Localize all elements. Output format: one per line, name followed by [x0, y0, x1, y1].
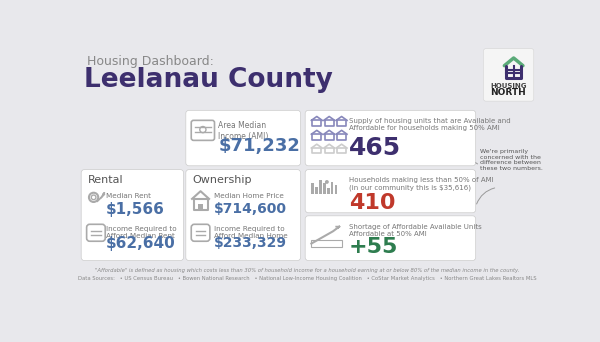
Text: +55: +55 — [349, 237, 398, 258]
FancyBboxPatch shape — [81, 170, 184, 261]
Bar — [323, 184, 326, 194]
Text: Shortage of Affordable Available Units
Affordable at 50% AMI: Shortage of Affordable Available Units A… — [349, 224, 481, 237]
FancyBboxPatch shape — [305, 110, 476, 166]
Bar — [319, 181, 322, 194]
Text: NORTH: NORTH — [490, 88, 526, 97]
Bar — [331, 182, 334, 194]
Text: We're primarily
concerned with the
difference between
these two numbers.: We're primarily concerned with the diffe… — [476, 149, 543, 171]
Text: Leelanau County: Leelanau County — [84, 67, 333, 93]
Text: Ownership: Ownership — [192, 175, 251, 185]
Bar — [327, 188, 329, 194]
Text: $1,566: $1,566 — [106, 202, 165, 217]
Bar — [311, 184, 314, 194]
Circle shape — [325, 180, 329, 184]
Text: 410: 410 — [349, 193, 395, 213]
Bar — [315, 187, 318, 194]
Text: Area Median
Income (AMI): Area Median Income (AMI) — [218, 121, 269, 141]
Text: 465: 465 — [349, 136, 401, 160]
Text: Income Required to
Afford Median Home: Income Required to Afford Median Home — [214, 226, 287, 239]
Text: Income Required to
Afford Median Rent: Income Required to Afford Median Rent — [106, 226, 176, 239]
Text: Median Rent: Median Rent — [106, 193, 151, 199]
Text: Households making less than 50% of AMI
(in our community this is $35,616): Households making less than 50% of AMI (… — [349, 177, 493, 191]
FancyBboxPatch shape — [305, 170, 476, 213]
FancyBboxPatch shape — [305, 216, 476, 261]
Text: Housing Dashboard:: Housing Dashboard: — [88, 55, 214, 68]
FancyBboxPatch shape — [186, 110, 301, 166]
Text: HOUSING: HOUSING — [490, 83, 526, 89]
FancyBboxPatch shape — [484, 49, 534, 101]
Bar — [311, 240, 343, 247]
Text: $714,600: $714,600 — [214, 202, 287, 216]
Text: $233,329: $233,329 — [214, 236, 287, 250]
Text: Median Home Price: Median Home Price — [214, 193, 284, 199]
Text: Supply of housing units that are Available and
Affordable for households making : Supply of housing units that are Availab… — [349, 118, 510, 131]
Text: Rental: Rental — [88, 175, 123, 185]
FancyBboxPatch shape — [186, 170, 301, 261]
Text: $71,232: $71,232 — [218, 136, 300, 155]
Bar — [198, 203, 203, 210]
Bar — [335, 185, 337, 194]
Text: Data Sources:   • US Census Bureau   • Bowen National Research   • National Low-: Data Sources: • US Census Bureau • Bowen… — [78, 276, 537, 281]
Text: "Affordable" is defined as housing which costs less than 30% of household income: "Affordable" is defined as housing which… — [95, 268, 520, 273]
Text: $62,640: $62,640 — [106, 236, 176, 251]
